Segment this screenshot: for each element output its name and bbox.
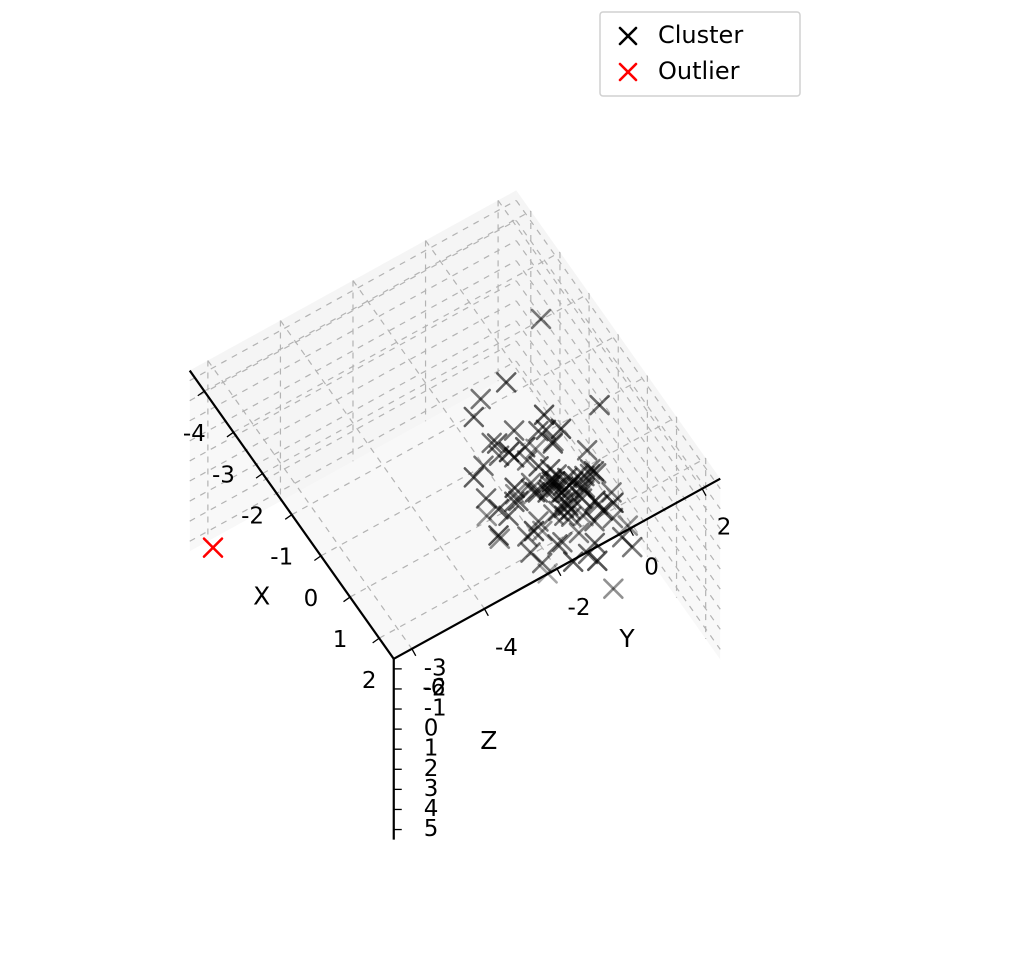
tick-mark [344,597,351,602]
tick-label: -1 [270,545,293,571]
scatter-marker [204,539,222,557]
scatter-3d-chart: -4-3-2-1012-6-4-202-3-2-1012345 XYZ Clus… [0,0,1024,969]
tick-label: -4 [183,421,206,447]
axis-label: Z [480,726,497,755]
tick-mark [557,569,561,576]
chart-svg: -4-3-2-1012-6-4-202-3-2-1012345 XYZ Clus… [0,0,1024,969]
axis-label: Y [618,624,635,653]
tick-label: 2 [717,515,732,541]
tick-mark [314,556,321,561]
tick-label: 1 [333,627,348,653]
tick-mark [285,515,292,520]
tick-mark [412,649,416,656]
tick-label: 0 [304,586,319,612]
tick-label: 5 [424,816,439,842]
legend: Cluster Outlier [600,12,800,96]
legend-label: Outlier [658,57,740,85]
tick-label: -2 [241,504,264,530]
scatter-marker [588,552,606,570]
tick-label: -2 [568,595,591,621]
tick-label: -4 [495,635,518,661]
tick-label: 2 [362,668,377,694]
tick-label: 0 [644,555,659,581]
tick-label: -3 [212,462,235,488]
tick-mark [373,638,380,643]
scatter-marker [604,580,622,598]
legend-label: Cluster [658,21,743,49]
axis-label: X [253,582,270,611]
tick-mark [484,609,488,616]
